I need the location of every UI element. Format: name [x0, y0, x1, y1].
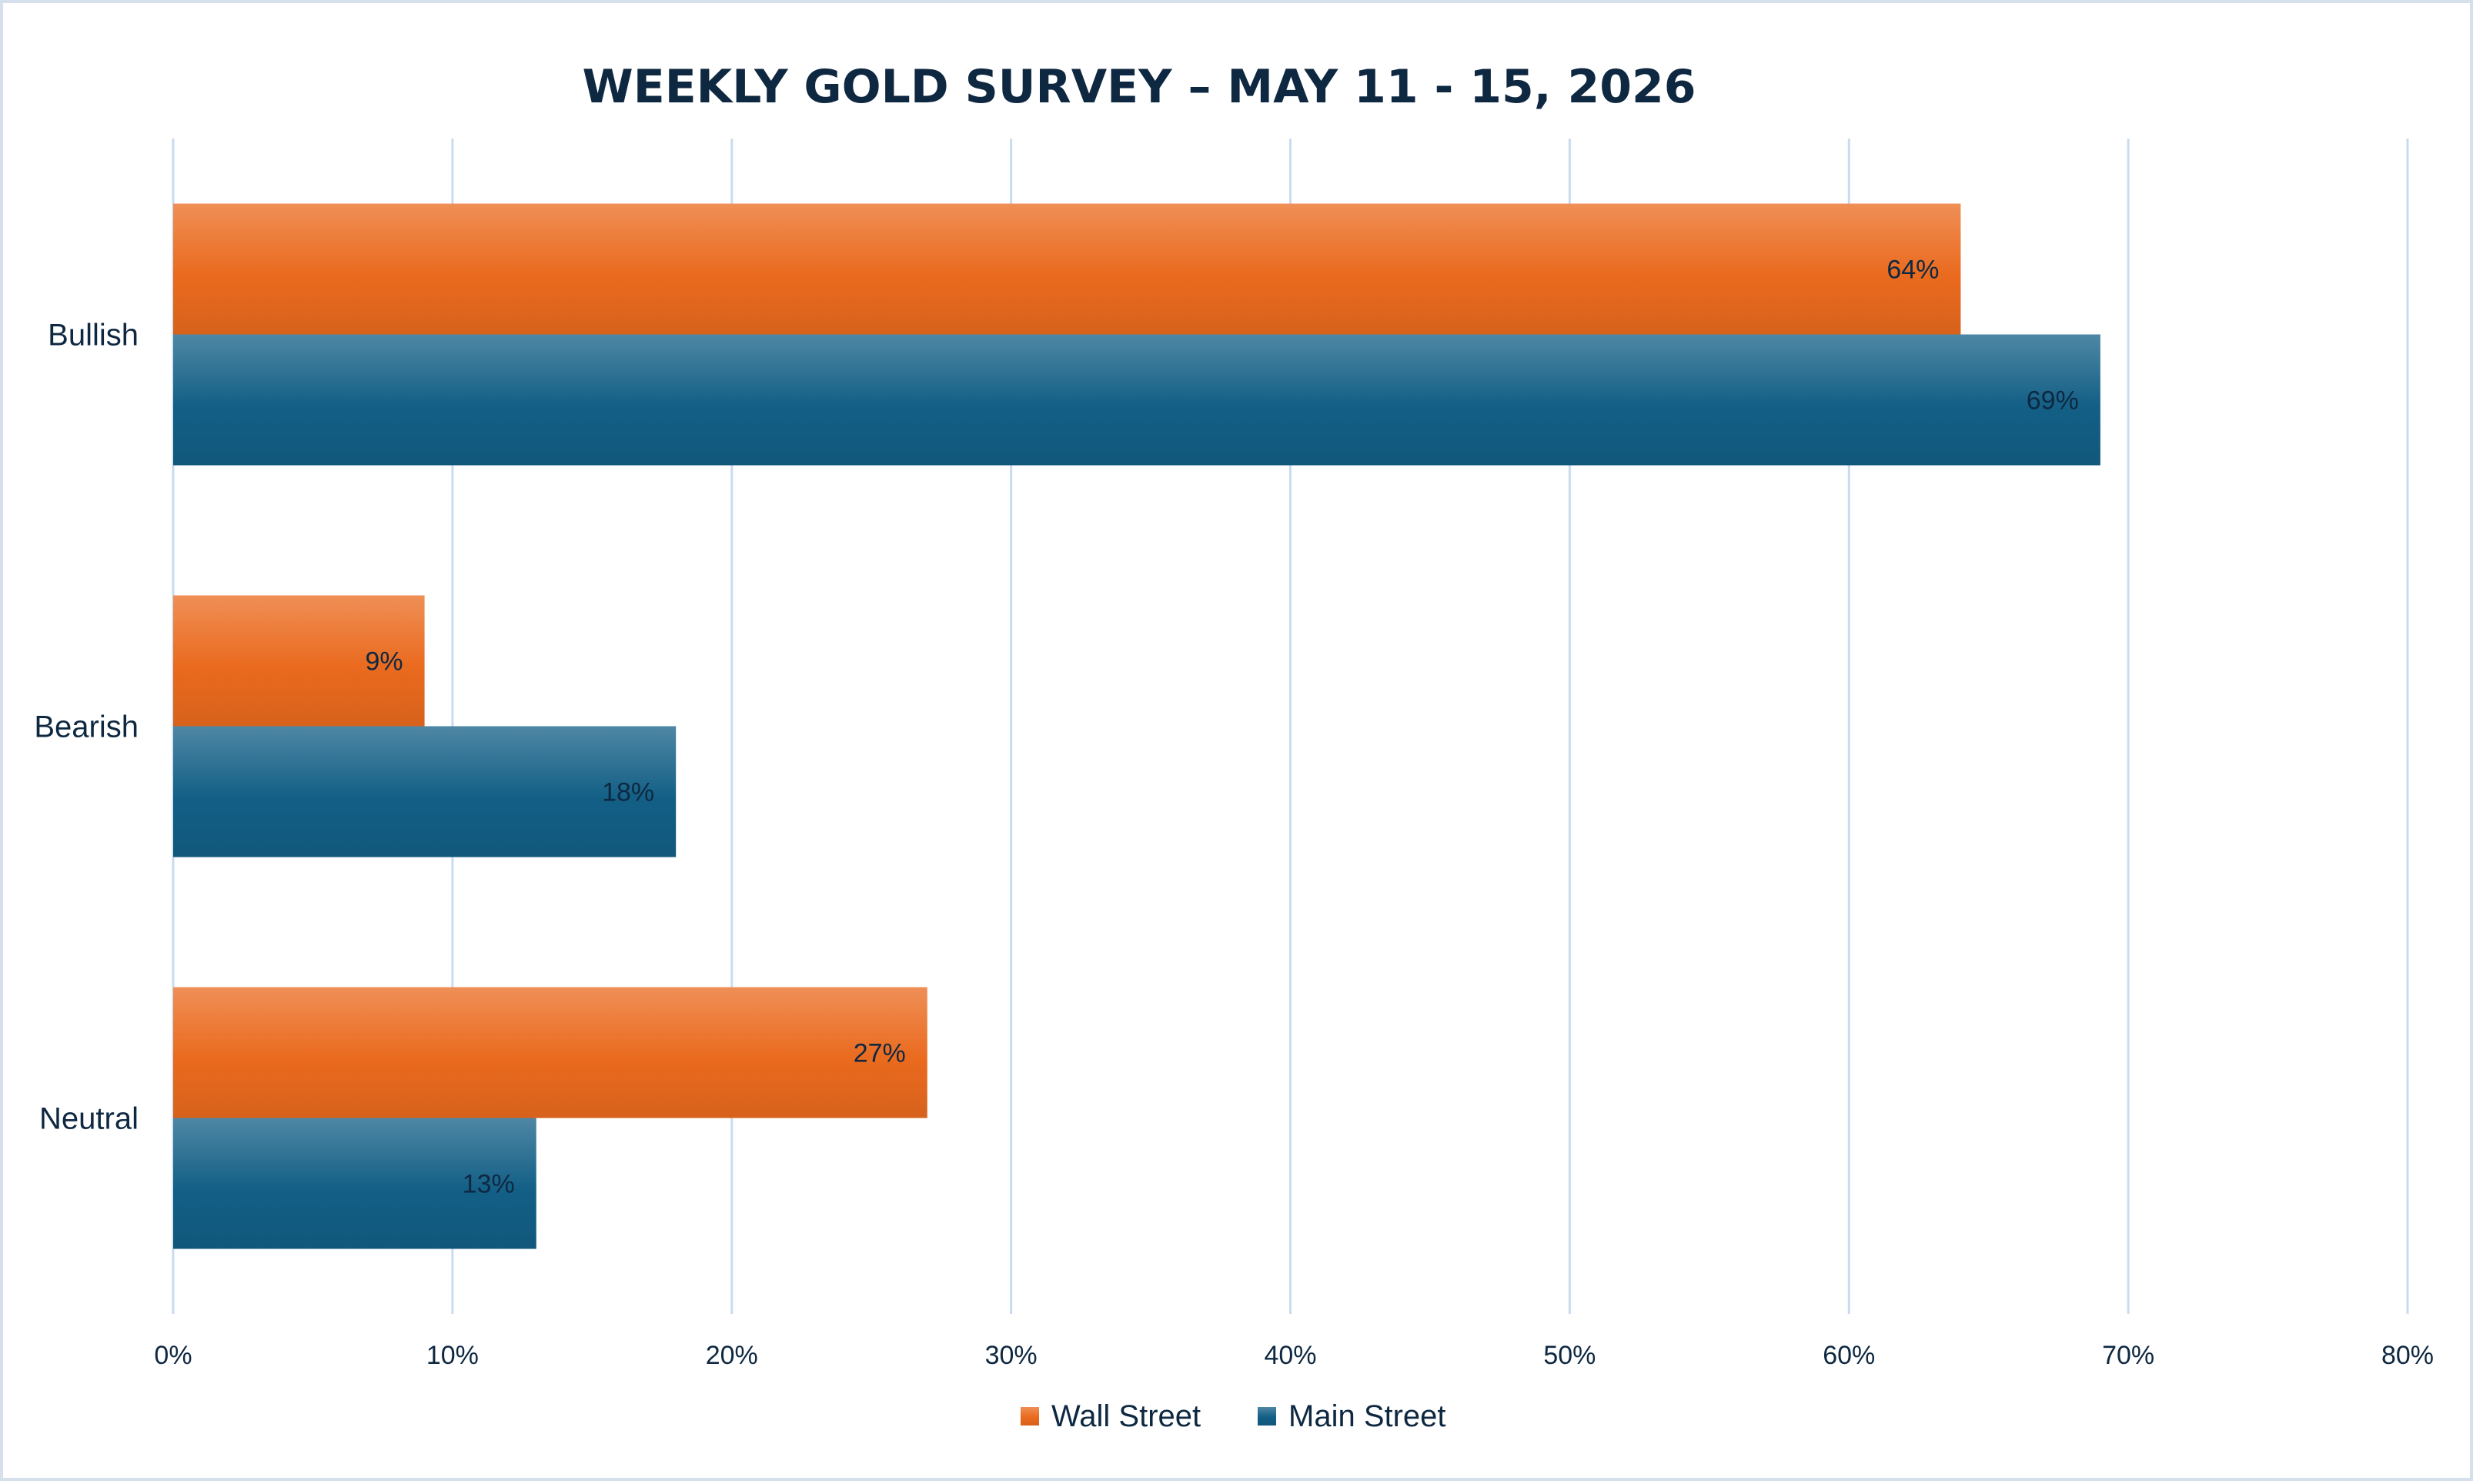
category-axis: Bullish Bearish Neutral: [34, 319, 139, 1136]
value-axis: 0% 10% 20% 30% 40% 50% 60% 70% 80%: [154, 1341, 2434, 1370]
data-labels: 64% 69% 9% 18% 27% 13%: [365, 256, 2078, 1199]
bar-wall-street-bullish: [173, 203, 1961, 335]
legend[interactable]: Wall Street Main Street: [1021, 1399, 1446, 1433]
x-tick-label: 0%: [154, 1341, 192, 1370]
bar-wall-street-neutral: [173, 987, 927, 1118]
x-tick-label: 60%: [1823, 1341, 1875, 1370]
legend-swatch: [1258, 1407, 1276, 1426]
x-tick-label: 40%: [1264, 1341, 1316, 1370]
legend-swatch: [1021, 1407, 1039, 1426]
bar-main-street-neutral: [173, 1118, 536, 1249]
bar-main-street-bearish: [173, 726, 677, 857]
data-label: 18%: [602, 778, 654, 807]
legend-label: Wall Street: [1051, 1399, 1201, 1433]
gold-survey-chart: WEEKLY GOLD SURVEY – MAY 11 - 15, 2026 6…: [34, 60, 2434, 1433]
category-label-neutral: Neutral: [39, 1102, 139, 1136]
x-tick-label: 30%: [985, 1341, 1038, 1370]
x-tick-label: 80%: [2381, 1341, 2434, 1370]
data-label: 13%: [463, 1170, 515, 1199]
category-label-bearish: Bearish: [34, 710, 139, 744]
data-label: 64%: [1886, 256, 1939, 285]
data-label: 9%: [365, 647, 403, 677]
legend-label: Main Street: [1288, 1399, 1446, 1433]
x-tick-label: 70%: [2102, 1341, 2154, 1370]
legend-item-wall-street[interactable]: Wall Street: [1021, 1399, 1201, 1433]
x-tick-label: 50%: [1543, 1341, 1596, 1370]
bar-main-street-bullish: [173, 334, 2100, 466]
chart-title: WEEKLY GOLD SURVEY – MAY 11 - 15, 2026: [583, 60, 1696, 114]
data-label: 69%: [2027, 386, 2079, 416]
x-tick-label: 20%: [706, 1341, 758, 1370]
data-label: 27%: [854, 1039, 906, 1068]
bar-wall-street-bearish: [173, 595, 425, 727]
category-label-bullish: Bullish: [48, 319, 139, 353]
legend-item-main-street[interactable]: Main Street: [1258, 1399, 1446, 1433]
x-tick-label: 10%: [426, 1341, 479, 1370]
bars: [173, 203, 2100, 1249]
